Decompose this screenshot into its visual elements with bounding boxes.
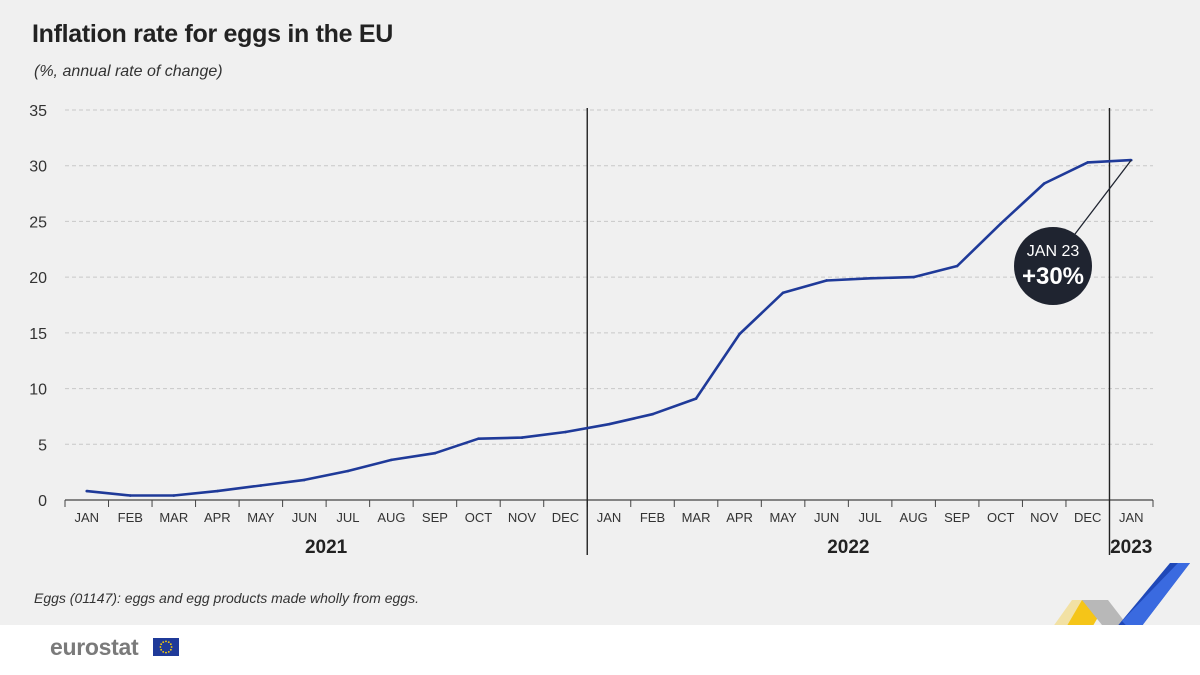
y-tick-label: 5 [38, 437, 47, 454]
y-tick-label: 10 [29, 382, 47, 399]
x-tick-label: NOV [1030, 510, 1059, 525]
flag-star [160, 648, 163, 651]
flag-star [167, 650, 170, 653]
x-tick-label: JUL [859, 510, 882, 525]
data-point [999, 222, 1002, 225]
series-line [86, 158, 1132, 497]
data-point [128, 494, 132, 497]
data-point [1042, 182, 1046, 185]
x-tick-label: JUL [336, 510, 359, 525]
x-tick-label: JUN [814, 510, 839, 525]
flag-star [160, 643, 163, 646]
x-tick-label: JAN [74, 510, 99, 525]
year-dividers [586, 108, 1111, 555]
year-label: 2022 [827, 537, 869, 558]
data-point [868, 276, 872, 280]
annotation-leader-line [1074, 159, 1132, 235]
eu-flag-icon [153, 638, 179, 656]
x-tick-label: AUG [377, 510, 405, 525]
y-tick-label: 0 [38, 493, 47, 510]
x-tick-label: OCT [465, 510, 493, 525]
data-point [825, 279, 828, 282]
data-point [346, 469, 350, 473]
data-point [303, 478, 306, 482]
x-tick-label: MAR [159, 510, 188, 525]
chart-title: Inflation rate for eggs in the EU [32, 20, 393, 48]
data-point [738, 332, 741, 336]
data-point [172, 494, 176, 497]
x-tick-label: SEP [944, 510, 970, 525]
x-tick-label: JUN [292, 510, 317, 525]
x-tick-label: MAY [247, 510, 275, 525]
flag-star [167, 641, 170, 644]
x-tick-label: FEB [118, 510, 143, 525]
footer-bar: eurostat [0, 625, 1200, 675]
annotation-date-label: JAN 23 [1027, 243, 1080, 260]
data-point [1086, 161, 1090, 164]
data-point [216, 489, 219, 493]
data-point [651, 412, 654, 416]
flag-star [165, 651, 167, 654]
annotation-badge [1014, 227, 1092, 305]
data-point [520, 436, 524, 439]
data-point [259, 484, 263, 487]
y-tick-label: 15 [29, 326, 47, 343]
x-tick-label: OCT [987, 510, 1015, 525]
data-point [477, 437, 480, 441]
x-tick-label: MAR [682, 510, 711, 525]
data-point [781, 291, 785, 295]
data-point [390, 458, 393, 462]
x-axis: JAN FEB MAR APR MAY JUN JUL AUG SEP OCT NOV DEC JAN F… [64, 499, 1154, 558]
x-tick-label: JAN [597, 510, 622, 525]
y-axis-ticks: 0 5 10 15 20 25 30 35 [29, 103, 47, 510]
data-point [912, 275, 915, 279]
x-tick-label: APR [204, 510, 231, 525]
eurostat-logo: eurostat [50, 634, 139, 660]
y-tick-label: 20 [29, 270, 47, 287]
data-point [955, 264, 959, 268]
flag-star [170, 646, 173, 648]
grid-lines [65, 109, 1153, 445]
y-tick-label: 30 [29, 159, 47, 176]
x-tick-label: DEC [1074, 510, 1101, 525]
flag-star [159, 646, 162, 648]
x-tick-label: JAN [1119, 510, 1144, 525]
annotation: JAN 23 +30% [1014, 159, 1132, 305]
data-point [433, 451, 437, 455]
x-tick-label: SEP [422, 510, 448, 525]
data-point [607, 422, 611, 426]
year-label: 2021 [305, 537, 348, 558]
footnote: Eggs (01147): eggs and egg products made… [34, 590, 419, 606]
x-tick-label: AUG [900, 510, 928, 525]
data-point [564, 430, 567, 434]
data-point [85, 489, 89, 493]
annotation-value: +30% [1022, 263, 1084, 290]
flag-star [169, 648, 172, 651]
flag-star [165, 640, 167, 643]
chart-subtitle: (%, annual rate of change) [34, 63, 223, 80]
x-tick-label: NOV [508, 510, 537, 525]
year-label: 2023 [1110, 537, 1152, 558]
flag-star [162, 650, 165, 653]
y-tick-label: 35 [29, 103, 47, 120]
y-tick-label: 25 [29, 214, 47, 231]
flag-star [169, 643, 172, 646]
flag-star [162, 641, 165, 644]
x-tick-label: MAY [769, 510, 797, 525]
x-tick-label: APR [726, 510, 753, 525]
x-tick-label: DEC [552, 510, 579, 525]
data-point [694, 397, 698, 400]
x-tick-label: FEB [640, 510, 665, 525]
plot-area [85, 158, 1133, 497]
